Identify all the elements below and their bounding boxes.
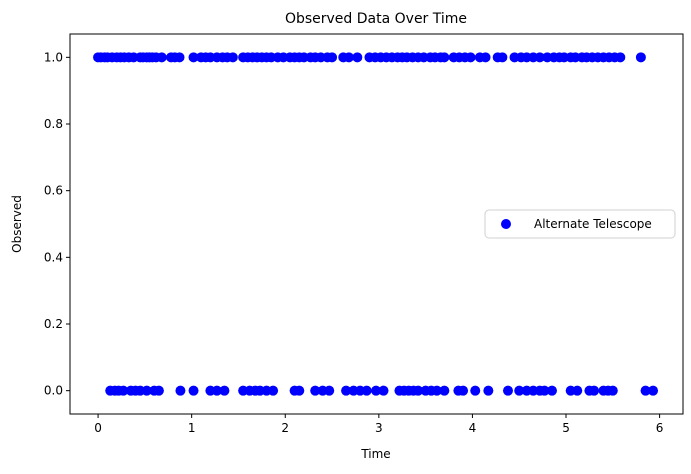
data-point (371, 385, 382, 396)
data-point (589, 385, 600, 396)
data-point (497, 52, 508, 63)
x-axis-label: Time (360, 447, 390, 461)
data-point (324, 385, 335, 396)
data-point (413, 385, 424, 396)
x-tick-label: 6 (656, 421, 664, 435)
data-point (470, 385, 481, 396)
data-point (539, 385, 550, 396)
y-tick-label: 1.0 (44, 50, 63, 64)
y-tick-label: 0.2 (44, 317, 63, 331)
y-tick-label: 0.4 (44, 250, 63, 264)
plot-frame (69, 33, 684, 415)
data-point (546, 385, 557, 396)
data-point (343, 52, 354, 63)
data-point (188, 385, 199, 396)
data-point (294, 385, 305, 396)
x-axis: 0 1 2 3 4 5 6 (94, 414, 663, 435)
data-point (188, 52, 199, 63)
legend-marker-icon (501, 219, 511, 229)
data-point (458, 385, 469, 396)
data-point (483, 385, 494, 396)
chart-title: Observed Data Over Time (285, 11, 467, 27)
data-point (352, 52, 363, 63)
data-point (141, 385, 152, 396)
data-point (153, 385, 164, 396)
x-tick-label: 4 (469, 421, 477, 435)
legend-box (484, 209, 676, 239)
data-point (465, 52, 476, 63)
data-point (572, 385, 583, 396)
y-tick-label: 0.0 (44, 384, 63, 398)
x-tick-label: 2 (281, 421, 289, 435)
data-point (640, 385, 651, 396)
data-point (502, 385, 513, 396)
data-point (227, 52, 238, 63)
data-point (480, 52, 491, 63)
data-point (310, 385, 321, 396)
data-point (268, 385, 279, 396)
data-point (534, 52, 545, 63)
legend-entry-label: Alternate Telescope (534, 217, 652, 231)
data-point (219, 385, 230, 396)
data-point (615, 52, 626, 63)
data-point (514, 385, 525, 396)
data-point (635, 52, 646, 63)
data-point (648, 385, 659, 396)
data-point (211, 385, 222, 396)
x-tick-label: 5 (562, 421, 570, 435)
data-point (439, 52, 450, 63)
x-tick-label: 3 (375, 421, 383, 435)
x-tick-label: 1 (188, 421, 196, 435)
data-point (156, 52, 167, 63)
data-point (327, 52, 338, 63)
y-axis-label: Observed (10, 195, 24, 253)
data-point (378, 385, 389, 396)
y-tick-label: 0.8 (44, 117, 63, 131)
data-point (431, 385, 442, 396)
data-point (341, 385, 352, 396)
x-tick-label: 0 (94, 421, 102, 435)
data-point (361, 385, 372, 396)
data-point (118, 385, 129, 396)
y-tick-label: 0.6 (44, 184, 63, 198)
points-layer (93, 52, 659, 396)
data-point (175, 385, 186, 396)
data-point (174, 52, 185, 63)
data-point (439, 385, 450, 396)
y-axis: 0.0 0.2 0.4 0.6 0.8 1.0 (44, 50, 70, 398)
legend: Alternate Telescope (484, 209, 676, 239)
data-point (607, 385, 618, 396)
